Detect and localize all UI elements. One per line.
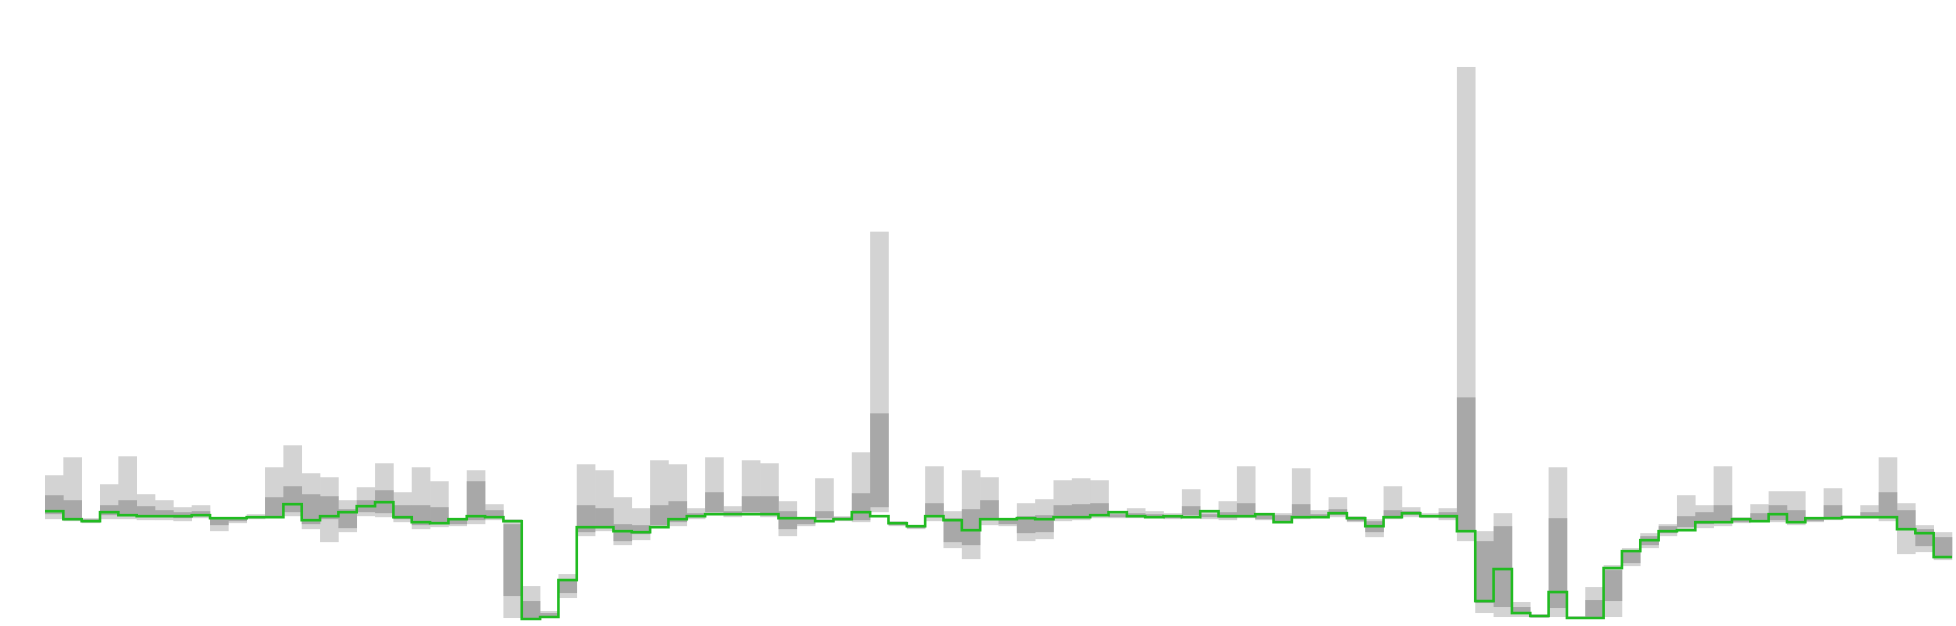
inner-band-bar: [925, 503, 944, 518]
inner-band-bar: [1786, 510, 1806, 523]
inner-band-bar: [63, 500, 82, 519]
inner-band-bar: [466, 481, 486, 521]
inner-band-bar: [265, 497, 284, 517]
inner-band-bar: [1878, 492, 1898, 519]
median-step-line: [45, 500, 1952, 621]
inner-band-bar: [1255, 515, 1274, 520]
inner-band-bar: [1035, 515, 1054, 533]
inner-band-bar: [851, 493, 871, 521]
inner-band-bar: [1016, 516, 1036, 534]
inner-band-bar: [1713, 505, 1733, 523]
inner-band-bar: [45, 495, 64, 515]
inner-band-bar: [1915, 529, 1934, 547]
inner-band-bar: [118, 500, 137, 516]
inner-band-bar: [155, 510, 174, 518]
inner-band-bar: [980, 500, 999, 520]
inner-band-bar: [760, 496, 779, 516]
inner-band-bar: [1603, 570, 1623, 602]
inner-band-bar: [411, 505, 431, 526]
inner-band-bar: [870, 413, 889, 508]
inner-band-bar: [521, 601, 541, 619]
inner-band-bar: [1071, 504, 1091, 517]
inner-band-bar: [1475, 541, 1494, 604]
inner-band-group: [45, 397, 1953, 619]
inner-band-bar: [1493, 526, 1513, 608]
inner-band-bar: [1273, 515, 1293, 522]
inner-band-bar: [961, 509, 981, 546]
inner-band-bar: [796, 519, 816, 525]
inner-band-bar: [1933, 537, 1953, 559]
inner-band-bar: [1108, 514, 1128, 518]
inner-band-bar: [430, 507, 449, 525]
inner-band-bar: [1053, 505, 1073, 517]
inner-band-bar: [1236, 503, 1256, 517]
inner-band-bar: [1511, 607, 1531, 615]
inner-band-bar: [576, 505, 596, 533]
inner-band-bar: [668, 501, 688, 523]
inner-band-bar: [1750, 513, 1769, 521]
inner-band-bar: [631, 525, 651, 535]
inner-band-bar: [136, 506, 156, 518]
median-line-group: [45, 500, 1952, 621]
inner-band-bar: [1090, 503, 1109, 516]
inner-band-bar: [503, 524, 523, 597]
outer-band-bar: [1310, 510, 1329, 519]
inner-band-bar: [1585, 600, 1604, 618]
inner-band-bar: [485, 510, 504, 519]
inner-band-bar: [815, 511, 834, 519]
inner-band-bar: [1805, 518, 1824, 522]
inner-band-bar: [1126, 513, 1146, 517]
inner-band-bar: [778, 511, 798, 530]
inner-band-bar: [301, 494, 321, 525]
inner-band-bar: [558, 580, 578, 594]
inner-band-bar: [448, 519, 468, 525]
inner-band-bar: [1200, 514, 1219, 518]
inner-band-bar: [1621, 552, 1641, 564]
inner-band-bar: [1291, 504, 1311, 518]
outer-band-bar: [815, 478, 834, 522]
inner-band-bar: [393, 505, 413, 520]
inner-band-bar: [100, 505, 119, 516]
inner-band-bar: [1768, 505, 1788, 521]
inner-band-bar: [228, 518, 248, 522]
inner-band-bar: [1145, 514, 1164, 518]
inner-band-bar: [1658, 526, 1678, 534]
inner-band-bar: [705, 492, 724, 513]
inner-band-bar: [1181, 506, 1201, 516]
outer-band-bar: [631, 508, 651, 541]
inner-band-bar: [1676, 516, 1696, 528]
inner-band-bar: [283, 486, 303, 513]
inner-band-bar: [998, 520, 1018, 525]
inner-band-bar: [338, 509, 358, 529]
inner-band-bar: [540, 613, 559, 618]
outer-band-group: [45, 66, 1953, 620]
inner-band-bar: [613, 524, 633, 542]
inner-band-bar: [1860, 512, 1879, 517]
inner-band-bar: [1695, 512, 1714, 525]
inner-band-bar: [943, 518, 963, 543]
inner-band-bar: [595, 508, 614, 527]
inner-band-bar: [1896, 510, 1916, 530]
inner-band-bar: [650, 505, 669, 526]
inner-band-bar: [1548, 518, 1568, 609]
inner-band-bar: [191, 511, 211, 517]
inner-band-bar: [741, 496, 761, 513]
inner-band-bar: [210, 518, 229, 526]
inner-band-bar: [320, 496, 339, 520]
inner-band-bar: [1383, 510, 1403, 518]
inner-band-bar: [1823, 505, 1843, 518]
inner-band-bar: [1456, 397, 1476, 532]
inner-band-bar: [1310, 514, 1329, 518]
